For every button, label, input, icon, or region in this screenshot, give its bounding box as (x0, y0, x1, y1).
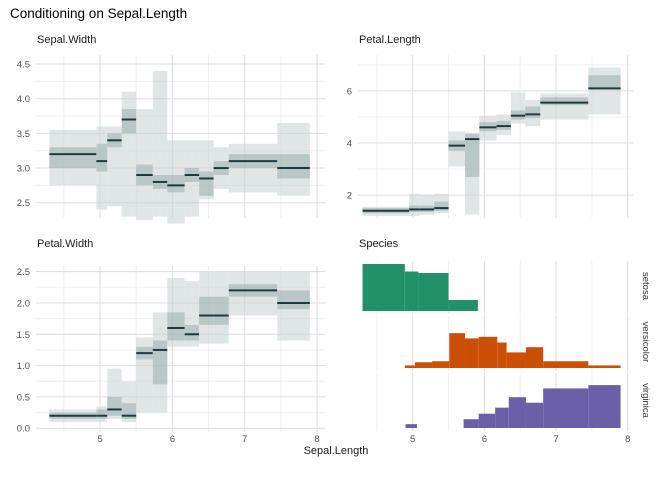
iqr-box (277, 154, 310, 179)
y-tick-label: 0.5 (17, 392, 30, 403)
petal-length-plot: 2 4 6 (347, 55, 633, 218)
y-tick-label: 3.0 (17, 164, 30, 175)
histogram-bar (588, 365, 621, 368)
histogram-bar (414, 362, 433, 368)
axis-labels: 2 4 6 (347, 86, 352, 201)
histogram-bar (418, 273, 449, 311)
histogram-bar (463, 419, 479, 428)
histogram-bar (465, 338, 479, 368)
y-tick-label: 1.5 (17, 330, 30, 341)
histogram-bar (543, 361, 589, 368)
axis-labels: 5 6 7 8 (410, 434, 630, 445)
interval-boxes (49, 70, 310, 224)
x-tick-label: 7 (242, 434, 247, 445)
iqr-box (152, 340, 168, 385)
histogram-bar (506, 352, 526, 368)
iqr-box (588, 75, 621, 90)
x-tick-label: 8 (314, 434, 319, 445)
iqr-box (184, 324, 200, 341)
facet-strip-label: setosa (640, 272, 651, 301)
x-tick-label: 7 (553, 434, 558, 445)
iqr-box (167, 312, 185, 341)
y-tick-label: 4.5 (17, 60, 30, 71)
facet-strip-label: versicolor (640, 322, 651, 363)
histogram-bar (404, 365, 415, 368)
sepal-width-plot: 2.5 3.0 3.5 4.0 4.5 (17, 55, 325, 224)
range-box (409, 193, 420, 216)
facet-setosa: setosa (362, 261, 651, 314)
x-tick-label: 8 (625, 434, 630, 445)
iqr-box (49, 147, 97, 169)
iqr-box (213, 296, 229, 325)
interval-boxes (362, 67, 621, 216)
petal-width-plot: 0.0 0.5 1.0 1.5 2.0 2.5 5 6 7 8 (17, 266, 325, 445)
histogram-bar (449, 333, 466, 368)
axis-labels: 2.5 3.0 3.5 4.0 4.5 (17, 60, 30, 210)
interval-boxes (49, 271, 310, 422)
x-tick-label: 6 (482, 434, 487, 445)
iqr-box (434, 201, 449, 211)
y-tick-label: 2.0 (17, 298, 30, 309)
facet-strip-label: virginica (640, 383, 651, 419)
histogram-bar (525, 347, 544, 368)
y-tick-label: 6 (347, 86, 352, 97)
y-tick-label: 2.5 (17, 198, 30, 209)
facet-virginica: virginica (376, 373, 651, 431)
y-tick-label: 4 (347, 139, 352, 150)
iqr-box (167, 174, 185, 193)
iqr-box (199, 171, 214, 196)
x-axis-title: Sepal.Length (303, 445, 369, 457)
iqr-box (107, 396, 122, 416)
histogram-bar (404, 271, 419, 311)
y-tick-label: 1.0 (17, 361, 30, 372)
iqr-box (465, 133, 480, 177)
iqr-box (96, 143, 108, 172)
histogram-bar (362, 264, 405, 311)
panel-title-petal-length: Petal.Length (359, 34, 421, 46)
histogram-bar (432, 361, 450, 368)
facet-versicolor: versicolor (376, 316, 651, 371)
y-tick-label: 3.5 (17, 129, 30, 140)
histogram-bar (478, 413, 496, 428)
iqr-box (96, 409, 108, 419)
iqr-box (540, 97, 589, 106)
iqr-box (525, 106, 541, 119)
histogram-bar (588, 385, 621, 428)
gridlines (358, 55, 633, 218)
y-tick-label: 2.5 (17, 267, 30, 278)
y-tick-label: 2 (347, 191, 352, 202)
panel-title-species: Species (359, 238, 399, 250)
iqr-box (199, 296, 214, 325)
histogram-bar (525, 402, 544, 428)
panel-title-sepal-width: Sepal.Width (37, 34, 97, 46)
histogram-bar (405, 424, 418, 428)
y-tick-label: 4.0 (17, 94, 30, 105)
histogram-bar (448, 300, 478, 311)
range-box (228, 143, 278, 193)
y-tick-label: 0.0 (17, 424, 30, 435)
species-histogram-plot: setosa versicolor virginica 5 6 7 8 (362, 261, 651, 445)
histogram-bar (495, 407, 509, 428)
histogram-bar (478, 336, 498, 368)
axis-labels: 0.0 0.5 1.0 1.5 2.0 2.5 5 6 7 8 (17, 267, 320, 445)
histogram-bar (508, 397, 526, 428)
range-box (588, 67, 621, 115)
x-tick-label: 6 (170, 434, 175, 445)
iqr-box (121, 109, 137, 134)
histogram-bar (543, 388, 589, 428)
x-tick-label: 5 (410, 434, 415, 445)
range-box (152, 70, 168, 217)
iqr-box (277, 290, 310, 310)
panel-title-petal-width: Petal.Width (37, 238, 94, 250)
x-tick-label: 5 (97, 434, 102, 445)
histogram-bar (497, 342, 507, 368)
figure-title: Conditioning on Sepal.Length (10, 6, 188, 21)
